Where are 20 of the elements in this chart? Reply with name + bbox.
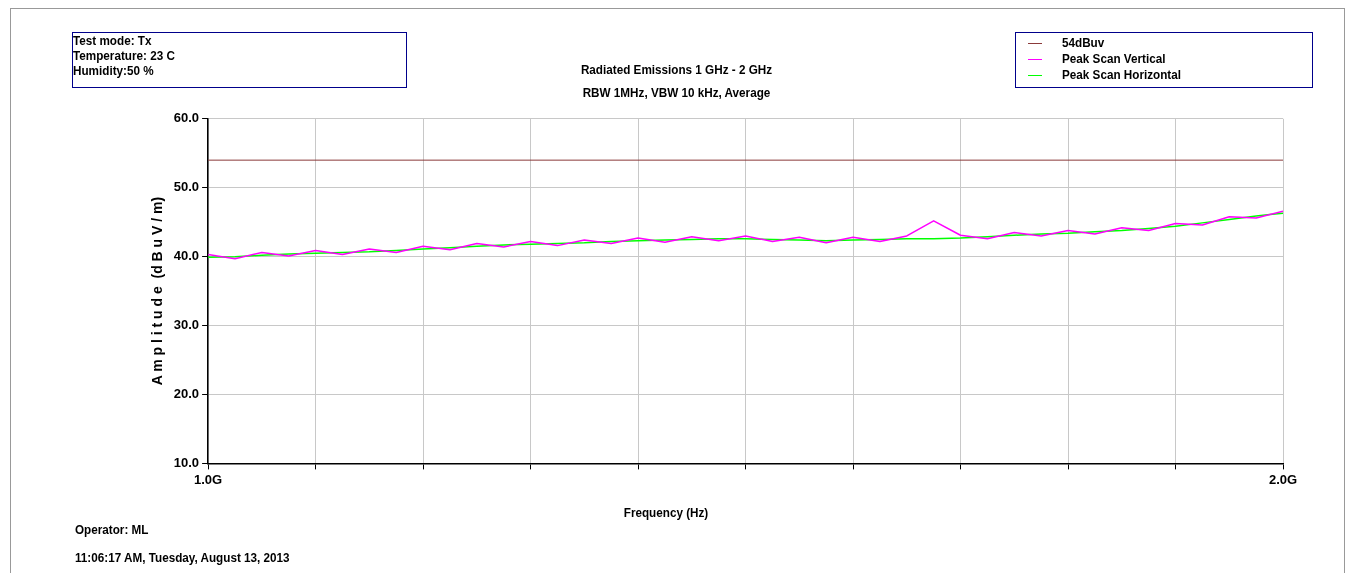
legend-label: 54dBuv bbox=[1062, 35, 1105, 50]
y-tick-label: 60.0 bbox=[173, 110, 200, 126]
chart-title: Radiated Emissions 1 GHz - 2 GHz bbox=[580, 62, 773, 77]
y-axis-title: A m p l i t u d e (d B u V / m) bbox=[149, 196, 166, 386]
text: Temperature: 23 C bbox=[73, 48, 176, 63]
chart-subtitle: RBW 1MHz, VBW 10 kHz, Average bbox=[581, 85, 772, 100]
legend-label: Peak Scan Horizontal bbox=[1062, 67, 1181, 82]
legend-label: Peak Scan Vertical bbox=[1062, 51, 1166, 66]
y-tick-label: 50.0 bbox=[173, 179, 200, 195]
x-axis-title: Frequency (Hz) bbox=[622, 505, 710, 520]
y-tick-label: 10.0 bbox=[173, 454, 200, 470]
x-tick-label: 2.0G bbox=[1268, 471, 1298, 487]
y-tick-label: 40.0 bbox=[173, 248, 200, 264]
text: Humidity:50 % bbox=[73, 63, 155, 78]
x-tick-label: 1.0G bbox=[194, 471, 223, 487]
text: Operator: ML bbox=[75, 522, 149, 537]
text: 11:06:17 AM, Tuesday, August 13, 2013 bbox=[75, 550, 290, 565]
y-tick-label: 30.0 bbox=[173, 317, 200, 333]
text: Test mode: Tx bbox=[73, 33, 153, 48]
y-tick-label: 20.0 bbox=[173, 386, 200, 402]
